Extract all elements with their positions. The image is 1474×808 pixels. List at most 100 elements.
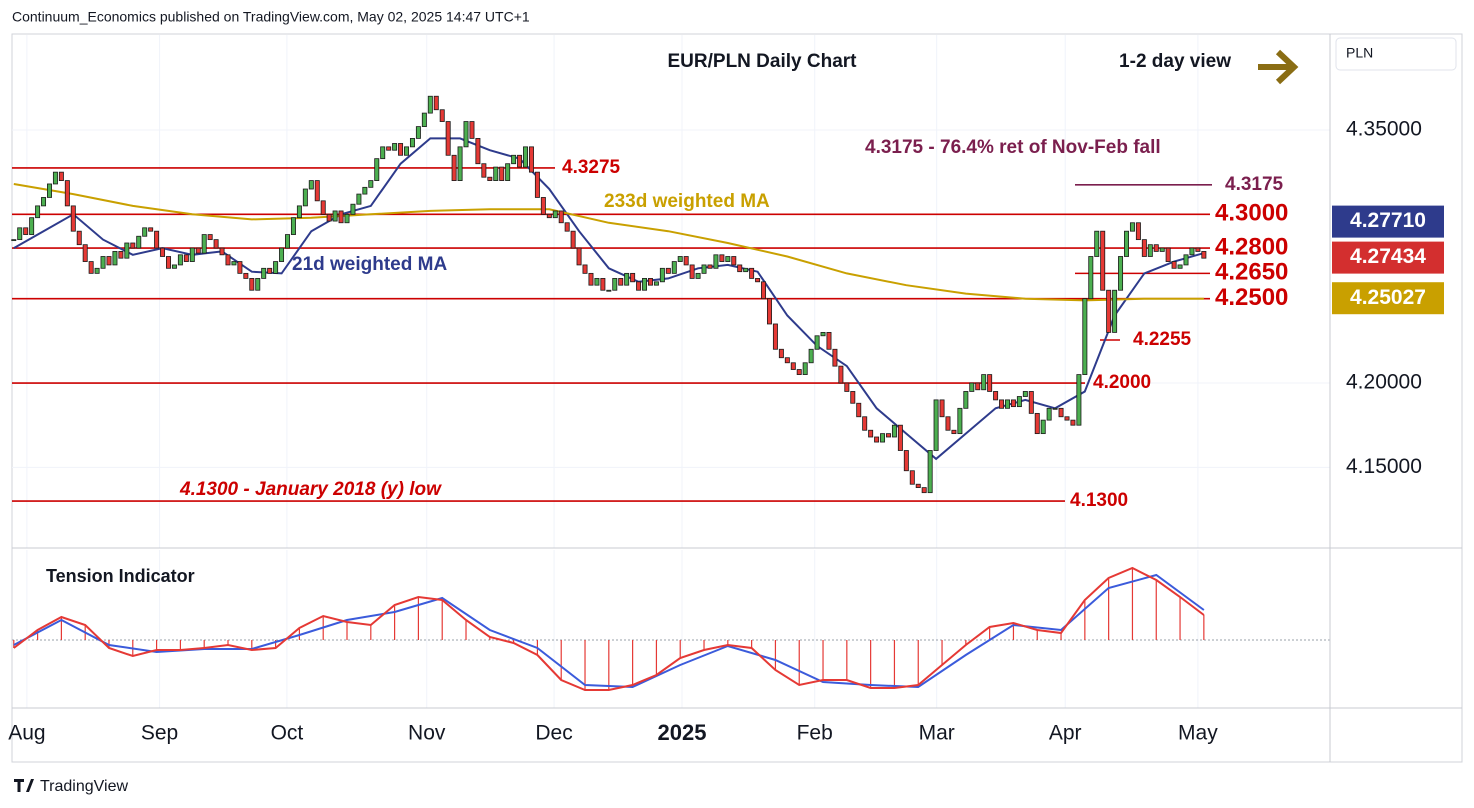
- candle: [713, 254, 719, 269]
- chart-title: EUR/PLN Daily Chart: [668, 51, 858, 72]
- candle: [511, 154, 517, 165]
- candle: [582, 264, 588, 274]
- candle: [826, 332, 832, 350]
- candle: [302, 188, 308, 207]
- x-tick-label: Dec: [535, 722, 572, 745]
- candle: [237, 261, 243, 274]
- x-tick-label: Sep: [141, 722, 178, 745]
- price-tag: [1332, 282, 1444, 315]
- candle: [142, 227, 148, 237]
- candle: [1052, 407, 1058, 410]
- candle: [945, 416, 951, 431]
- candle: [778, 348, 784, 359]
- candle: [505, 163, 511, 181]
- candle: [308, 180, 314, 190]
- candle: [1070, 419, 1076, 426]
- candle: [755, 278, 761, 283]
- candle: [398, 143, 404, 156]
- frame: [11, 33, 1463, 763]
- candle: [969, 382, 975, 392]
- candle: [11, 239, 17, 242]
- candle: [1124, 230, 1129, 257]
- candle: [546, 213, 552, 219]
- candle: [1112, 289, 1118, 333]
- candle: [671, 261, 677, 274]
- candle: [725, 256, 731, 262]
- candle: [1010, 399, 1016, 408]
- candle: [314, 180, 320, 202]
- candle: [880, 433, 886, 443]
- candle: [659, 267, 665, 283]
- candle: [897, 424, 903, 451]
- currency-box: [1335, 37, 1457, 71]
- candle: [594, 278, 600, 286]
- candle: [975, 382, 981, 391]
- candle: [88, 261, 94, 274]
- candle: [362, 186, 368, 195]
- candle: [1028, 391, 1034, 414]
- candle: [1034, 412, 1040, 435]
- candle: [665, 267, 671, 274]
- candle: [368, 180, 374, 188]
- candle: [392, 143, 398, 151]
- candle: [225, 254, 231, 266]
- candle: [1082, 298, 1088, 375]
- candle: [618, 278, 624, 286]
- candle: [761, 281, 767, 300]
- candle: [493, 166, 499, 181]
- candle: [576, 247, 582, 266]
- candle: [374, 158, 380, 181]
- candle: [540, 197, 546, 215]
- candle: [701, 264, 707, 274]
- level-label: 4.2650: [1215, 259, 1288, 286]
- x-tick-label: Nov: [408, 722, 446, 745]
- candle: [630, 272, 636, 283]
- candle: [1153, 244, 1159, 252]
- footer-logo: TradingView: [40, 778, 128, 795]
- candle: [41, 197, 47, 207]
- candle: [1177, 264, 1183, 269]
- candle: [1106, 289, 1112, 333]
- candle: [183, 254, 189, 262]
- candle: [1064, 416, 1070, 421]
- candle: [94, 267, 100, 274]
- candle: [52, 171, 58, 185]
- candle: [1088, 256, 1094, 300]
- level-label: 4.2500: [1215, 284, 1288, 311]
- candle: [1118, 256, 1124, 291]
- candle: [1040, 419, 1046, 435]
- candle: [213, 239, 219, 249]
- candle: [380, 146, 386, 160]
- candle: [451, 154, 457, 181]
- candle: [683, 256, 689, 266]
- candle: [249, 278, 255, 291]
- candle: [457, 146, 463, 181]
- y-tick-label: 4.35000: [1346, 118, 1422, 141]
- candle: [171, 264, 177, 269]
- candle: [154, 230, 160, 249]
- retracement-note: 4.3175 - 76.4% ret of Nov-Feb fall: [865, 137, 1161, 158]
- candle: [921, 487, 927, 494]
- candle: [1201, 251, 1207, 259]
- candle: [415, 126, 421, 139]
- candle: [332, 210, 338, 222]
- candle: [1076, 374, 1082, 426]
- candle: [624, 272, 630, 286]
- candle: [290, 217, 296, 235]
- candle: [439, 109, 445, 122]
- price-tag-label: 4.27434: [1350, 245, 1426, 268]
- candle: [737, 264, 743, 273]
- candle: [195, 247, 201, 254]
- candle: [534, 171, 540, 198]
- plot-layer: 4.35000 4.20000 4.15000 Aug Sep Oct Nov Dec 2025…: [8, 35, 1444, 745]
- candle: [933, 399, 939, 451]
- candle: [35, 205, 41, 219]
- candle: [1141, 239, 1147, 257]
- x-tick-label: May: [1178, 722, 1218, 745]
- candle: [766, 298, 772, 325]
- candle: [636, 281, 642, 291]
- candle: [338, 210, 344, 224]
- y-tick-label: 4.15000: [1346, 455, 1422, 478]
- candle: [201, 234, 207, 254]
- candle: [963, 391, 969, 409]
